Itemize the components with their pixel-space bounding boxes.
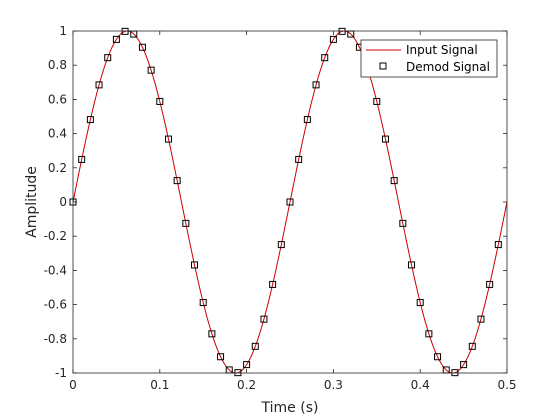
demod-signal-marker [191, 261, 199, 269]
y-tick-label: -0.8 [44, 332, 67, 346]
legend-demod-signal-swatch [379, 62, 387, 70]
demod-signal-marker [434, 353, 442, 361]
legend-box [360, 39, 498, 78]
demod-signal-marker [416, 299, 424, 307]
demod-signal-marker [295, 155, 303, 163]
x-axis-title: Time (s) [261, 400, 319, 416]
demod-signal-marker [277, 241, 285, 249]
demod-signal-marker [321, 54, 329, 62]
ticks-layer: 0 0.1 0.2 0.3 0.4 0.5 -1 -0.8 -0.6 -0.4 -0.2 0 0.2 0.… [44, 24, 517, 392]
demod-signal-marker [138, 43, 146, 51]
demod-signal-marker [460, 361, 468, 369]
demod-signal-marker [381, 135, 389, 143]
demod-signal-marker [104, 54, 112, 62]
x-tick-label: 0.1 [150, 378, 169, 392]
demod-signal-marker [86, 116, 94, 124]
y-axis-title: Amplitude [24, 166, 40, 238]
demod-signal-marker [408, 261, 416, 269]
y-tick-label: -0.4 [44, 263, 67, 277]
demod-signal-marker [156, 97, 164, 105]
legend: Input Signal Demod Signal [360, 39, 498, 78]
demod-signal-marker [468, 342, 476, 350]
demod-signal-marker [303, 116, 311, 124]
legend-input-signal-label: Input Signal [406, 43, 478, 57]
y-tick-label: -0.2 [44, 229, 67, 243]
demod-signal-marker [147, 66, 155, 74]
y-tick-label: 0.6 [48, 92, 67, 106]
legend-demod-signal-label: Demod Signal [406, 60, 490, 74]
demod-signal-marker [390, 177, 398, 185]
y-tick-label: 0.4 [48, 127, 67, 141]
demod-signal-marker [208, 330, 216, 338]
x-tick-label: 0.2 [237, 378, 256, 392]
demod-signal-marker [425, 330, 433, 338]
y-tick-label: 1 [59, 24, 67, 38]
demod-signal-marker [243, 361, 251, 369]
demod-signal-marker [78, 155, 86, 163]
demod-signal-marker [182, 219, 190, 227]
x-tick-label: 0.5 [497, 378, 516, 392]
x-tick-label: 0.3 [324, 378, 343, 392]
demod-signal-marker [477, 315, 485, 323]
demod-signal-marker [269, 280, 277, 288]
x-tick-label: 0 [69, 378, 77, 392]
demod-signal-marker [217, 353, 225, 361]
y-tick-label: -1 [55, 366, 67, 380]
demod-signal-marker [373, 97, 381, 105]
y-tick-label: 0.8 [48, 58, 67, 72]
demod-signal-marker [199, 299, 207, 307]
y-tick-label: -0.6 [44, 298, 67, 312]
demod-signal-marker [494, 241, 502, 249]
demod-signal-marker [164, 135, 172, 143]
demod-signal-marker [95, 81, 103, 89]
input-signal-line [72, 30, 508, 374]
demod-signal-marker [173, 177, 181, 185]
demod-signal-marker [251, 342, 259, 350]
demod-signal-marker [312, 81, 320, 89]
y-tick-label: 0 [59, 195, 67, 209]
demod-signal-marker [260, 315, 268, 323]
demod-signal-marker [112, 35, 120, 43]
x-tick-label: 0.4 [411, 378, 430, 392]
demod-signal-marker [286, 198, 294, 206]
demod-signal-marker [486, 280, 494, 288]
y-tick-label: 0.2 [48, 161, 67, 175]
demod-signal-marker [329, 35, 337, 43]
demod-signal-marker [399, 219, 407, 227]
